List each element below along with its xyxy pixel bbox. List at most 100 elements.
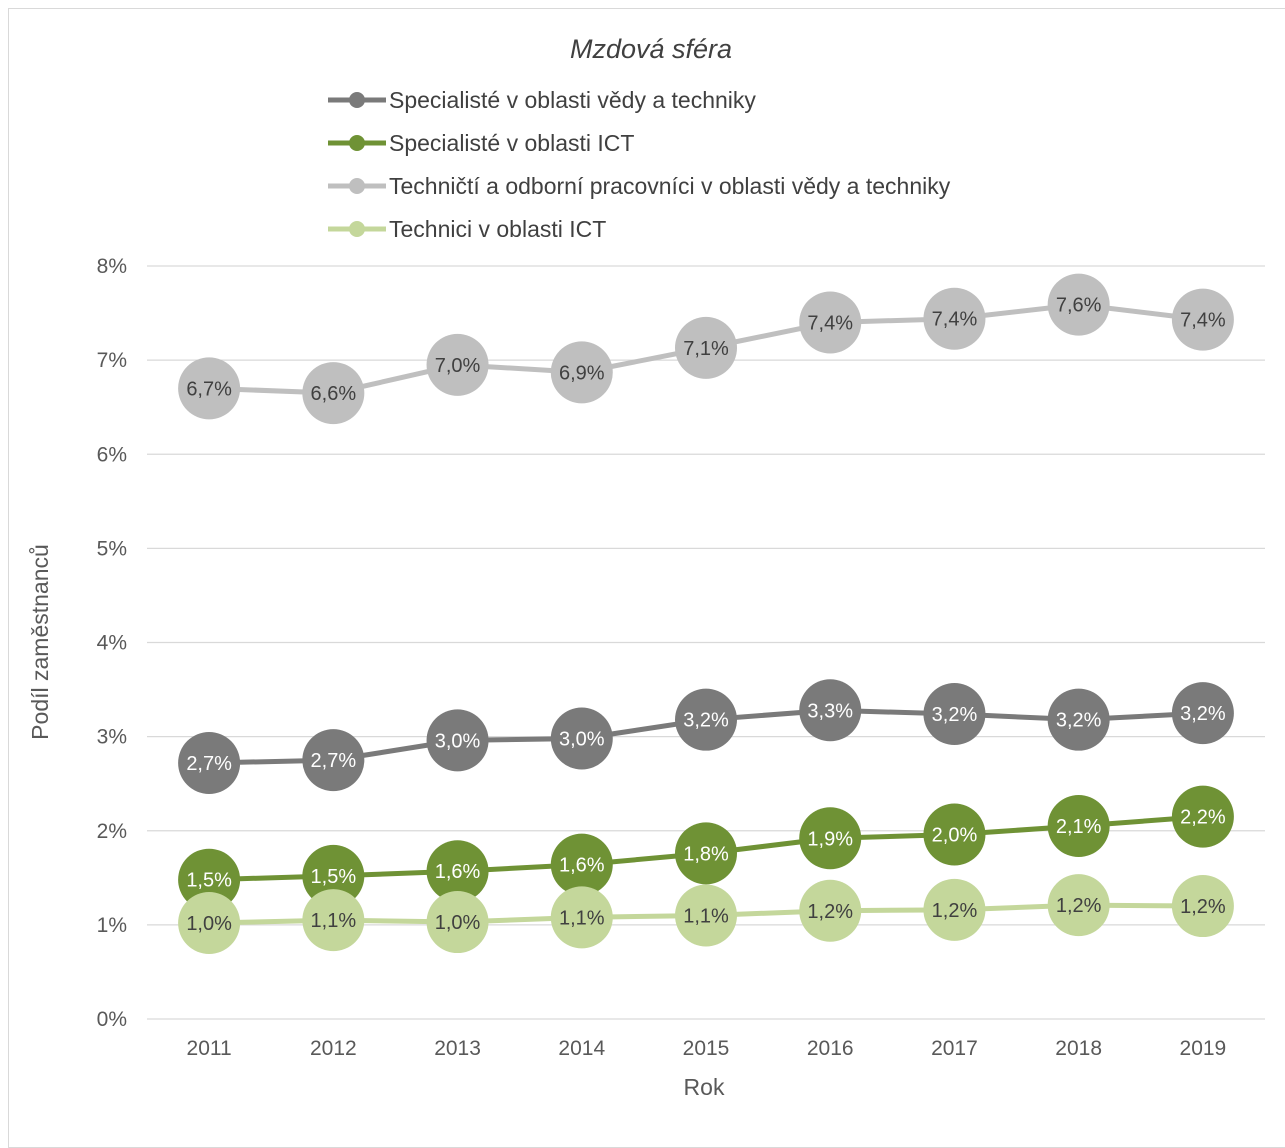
y-tick-label: 6%	[97, 443, 127, 466]
y-tick-label: 0%	[97, 1008, 127, 1031]
legend: Specialisté v oblasti vědy a techniky Spe…	[328, 87, 951, 242]
data-point	[550, 707, 613, 770]
legend-item: Specialisté v oblasti ICT	[328, 130, 634, 156]
data-label: 1,5%	[186, 870, 232, 892]
data-label: 6,7%	[186, 378, 232, 400]
data-label: 3,2%	[1180, 703, 1226, 725]
data-point	[302, 729, 365, 792]
data-label: 1,8%	[683, 843, 729, 865]
data-point	[799, 807, 862, 870]
data-label: 1,9%	[807, 828, 853, 850]
x-tick-label: 2014	[558, 1037, 605, 1060]
legend-item: Techničtí a odborní pracovníci v oblasti…	[328, 173, 951, 199]
series-layer: 2,7% 2,7% 3,0% 3,0% 3,2% 3,3% 3,2% 3,2% 3,2% 1,5%…	[178, 273, 1234, 954]
x-axis-ticks: 2011 2012 2013 2014 2015 2016 2017 2018 2019	[187, 1037, 1227, 1060]
data-label: 6,6%	[311, 383, 357, 405]
legend-label: Specialisté v oblasti vědy a techniky	[389, 87, 756, 113]
data-point	[178, 357, 241, 420]
data-point	[1171, 682, 1234, 745]
y-axis-ticks: 0% 1% 2% 3% 4% 5% 6% 7% 8%	[97, 255, 127, 1031]
data-label: 1,2%	[1180, 896, 1226, 918]
x-tick-label: 2019	[1180, 1037, 1227, 1060]
data-point	[426, 709, 489, 772]
legend-swatch-marker	[349, 221, 365, 237]
y-tick-label: 1%	[97, 914, 127, 937]
x-tick-label: 2017	[931, 1037, 978, 1060]
data-point	[550, 833, 613, 896]
data-point	[675, 884, 737, 947]
data-point	[1047, 874, 1110, 937]
data-label: 7,4%	[807, 312, 853, 334]
data-point	[1047, 273, 1110, 336]
legend-item: Technici v oblasti ICT	[328, 216, 606, 242]
data-point	[799, 879, 862, 942]
x-tick-label: 2015	[683, 1037, 730, 1060]
legend-item: Specialisté v oblasti vědy a techniky	[328, 87, 756, 113]
data-label: 7,4%	[932, 309, 978, 331]
x-tick-label: 2016	[807, 1037, 854, 1060]
data-point	[799, 679, 862, 742]
data-label: 3,0%	[435, 730, 481, 752]
data-label: 3,2%	[932, 704, 978, 726]
data-point	[675, 688, 737, 751]
data-point	[799, 291, 862, 354]
data-label: 1,1%	[311, 910, 357, 932]
data-label: 1,0%	[435, 912, 481, 934]
data-point	[550, 341, 613, 404]
data-label: 7,1%	[683, 338, 729, 360]
data-point	[923, 878, 986, 941]
data-point	[1171, 288, 1234, 351]
data-point	[1171, 875, 1234, 938]
data-point	[1047, 795, 1110, 858]
legend-label: Specialisté v oblasti ICT	[389, 130, 634, 156]
data-point	[178, 848, 241, 911]
y-tick-label: 3%	[97, 726, 127, 749]
data-point	[1171, 785, 1234, 848]
data-label: 1,5%	[311, 866, 357, 888]
chart-title: Mzdová sféra	[570, 34, 732, 64]
data-point	[426, 840, 489, 903]
legend-swatch-marker	[349, 92, 365, 108]
data-point	[675, 316, 737, 379]
data-label: 1,2%	[807, 901, 853, 923]
x-tick-label: 2012	[310, 1037, 357, 1060]
y-tick-label: 4%	[97, 632, 127, 655]
data-point	[923, 803, 986, 866]
data-point	[923, 683, 986, 746]
data-point	[302, 889, 365, 952]
x-tick-label: 2011	[187, 1037, 232, 1060]
data-label: 1,1%	[683, 905, 729, 927]
y-tick-label: 7%	[97, 349, 127, 372]
data-point	[302, 362, 365, 425]
data-label: 2,7%	[186, 753, 232, 775]
data-point	[550, 886, 613, 949]
data-label: 1,6%	[435, 861, 481, 883]
data-label: 3,3%	[807, 700, 853, 722]
data-point	[178, 891, 241, 954]
data-label: 2,7%	[311, 750, 357, 772]
x-tick-label: 2013	[434, 1037, 481, 1060]
data-label: 3,2%	[683, 710, 729, 732]
chart-frame	[8, 8, 1285, 1148]
data-point	[302, 844, 365, 907]
data-label: 2,0%	[932, 825, 978, 847]
series-2: 1,5% 1,5% 1,6% 1,6% 1,8% 1,9% 2,0% 2,1% 2,2%	[178, 785, 1234, 911]
y-tick-label: 5%	[97, 537, 127, 560]
x-tick-label: 2018	[1055, 1037, 1102, 1060]
data-label: 3,0%	[559, 729, 605, 751]
y-tick-label: 8%	[97, 255, 127, 278]
data-label: 1,1%	[559, 907, 605, 929]
data-label: 6,9%	[559, 362, 605, 384]
data-point	[178, 731, 241, 794]
series-3: 6,7% 6,6% 7,0% 6,9% 7,1% 7,4% 7,4% 7,6% 7,4%	[178, 273, 1234, 425]
data-label: 1,6%	[559, 855, 605, 877]
data-point	[675, 822, 737, 885]
data-label: 7,0%	[435, 355, 481, 377]
data-label: 1,0%	[186, 913, 232, 935]
data-label: 7,6%	[1056, 295, 1102, 317]
data-point	[1047, 688, 1110, 751]
y-axis-title: Podíl zaměstnanců	[27, 544, 53, 740]
legend-swatch-marker	[349, 178, 365, 194]
legend-label: Technici v oblasti ICT	[389, 216, 606, 242]
